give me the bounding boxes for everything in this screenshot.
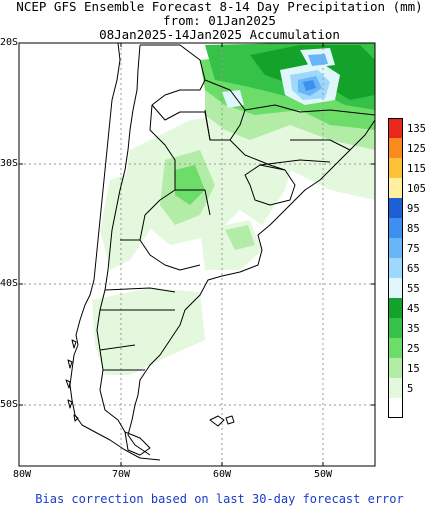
lon-label-60w: 60W [212, 469, 232, 480]
precip-area-25mm-central [175, 165, 205, 205]
legend-label: 5 [407, 383, 414, 395]
precip-area-5mm-west [100, 170, 150, 270]
map-title-line3: 08Jan2025-14Jan2025 Accumulation [99, 27, 340, 42]
legend-entry: 45 [388, 298, 432, 318]
legend-swatch [388, 378, 403, 398]
legend-label: 95 [407, 203, 420, 215]
legend-entry: 35 [388, 318, 432, 338]
lon-label-70w: 70W [111, 469, 131, 480]
legend-label: 65 [407, 263, 420, 275]
legend-swatch [388, 178, 403, 198]
precip-area-85mm-north [303, 80, 316, 91]
legend-entry: 5 [388, 378, 432, 398]
legend-swatch [388, 358, 403, 378]
lon-label-80w: 80W [12, 469, 32, 480]
precip-shading [92, 43, 375, 375]
legend-label: 105 [407, 183, 426, 195]
legend-entry: 115 [388, 158, 432, 178]
legend-entry [388, 398, 432, 418]
legend-swatch [388, 318, 403, 338]
legend-swatch [388, 138, 403, 158]
precip-area-55mm-small [222, 90, 244, 108]
legend-label: 25 [407, 343, 420, 355]
legend-swatch [388, 298, 403, 318]
argentina-north-border [151, 104, 286, 171]
legend-label: 135 [407, 123, 426, 135]
legend-entry: 15 [388, 358, 432, 378]
legend-label: 55 [407, 283, 420, 295]
uruguay-border [244, 164, 296, 206]
precip-area-15mm-mesop [225, 225, 255, 250]
tierra-del-fuego [124, 431, 151, 456]
legend-entry: 55 [388, 278, 432, 298]
legend-entry: 95 [388, 198, 432, 218]
legend-label: 125 [407, 143, 426, 155]
legend-entry: 65 [388, 258, 432, 278]
axis-ticks [19, 43, 375, 466]
legend-label: 35 [407, 323, 420, 335]
lat-label-40s: 40S [0, 278, 19, 289]
legend-swatch [388, 158, 403, 178]
legend-swatch [388, 398, 403, 418]
legend-swatch [388, 238, 403, 258]
falkland-islands [209, 415, 235, 427]
bolivia-border [140, 44, 206, 106]
pacific-coastline [69, 43, 161, 461]
legend-swatch [388, 258, 403, 278]
legend-swatch [388, 218, 403, 238]
legend-label: 45 [407, 303, 420, 315]
legend-entry: 85 [388, 218, 432, 238]
legend-label: 15 [407, 363, 420, 375]
lat-label-50s: 50S [0, 399, 19, 410]
argentina-chile-border [96, 44, 141, 433]
precip-area-5mm-patagonia [150, 300, 175, 330]
lon-label-50w: 50W [313, 469, 333, 480]
legend-swatch [388, 338, 403, 358]
legend-entry: 105 [388, 178, 432, 198]
legend-swatch [388, 118, 403, 138]
precip-area-5mm-south [92, 288, 205, 375]
legend-entry: 25 [388, 338, 432, 358]
legend-label: 85 [407, 223, 420, 235]
legend-swatch [388, 198, 403, 218]
lat-label-30s: 30S [0, 158, 19, 169]
lat-label-20s: 20S [0, 37, 19, 48]
legend-entry: 125 [388, 138, 432, 158]
map-title-line2: from: 01Jan2025 [163, 13, 276, 28]
atlantic-coastline [127, 119, 375, 456]
map-title-line1: NCEP GFS Ensemble Forecast 8-14 Day Prec… [16, 0, 423, 14]
brazil-state-borders [244, 104, 375, 166]
legend-swatch [388, 278, 403, 298]
legend-label: 75 [407, 243, 420, 255]
map-frame [18, 42, 376, 467]
grid-lines [19, 43, 375, 466]
argentina-provinces [99, 104, 211, 371]
coastlines-and-borders [65, 43, 375, 461]
bias-correction-note: Bias correction based on last 30-day for… [35, 492, 404, 506]
legend-entry: 75 [388, 238, 432, 258]
chile-islands [65, 339, 79, 422]
legend-label: 115 [407, 163, 426, 175]
legend-entry: 135 [388, 118, 432, 138]
precip-legend: 135 125 115 105 95 85 75 65 55 45 35 25 15 5 [388, 118, 432, 418]
